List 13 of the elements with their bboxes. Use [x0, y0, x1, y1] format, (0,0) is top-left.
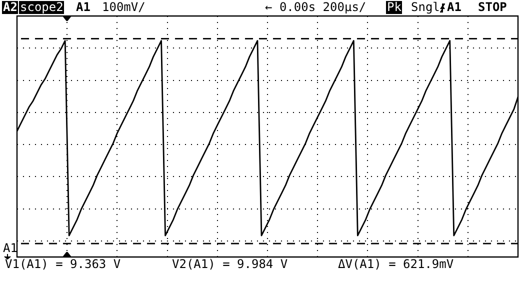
text: A1	[76, 0, 90, 14]
annotation: A1	[3, 241, 18, 255]
text: Pk	[386, 0, 402, 14]
text: STOP	[478, 0, 507, 14]
text: 100mV/	[102, 0, 146, 14]
text: ΔV(A1) = 621.9mV	[338, 257, 454, 271]
text: V2(A1) = 9.984 V	[172, 257, 288, 271]
text: A1	[447, 0, 462, 14]
text: scope2	[19, 0, 64, 14]
text: Sngl	[411, 0, 440, 14]
text: ← 0.00s 200µs/	[265, 0, 366, 14]
text: V1(A1) = 9.363 V	[5, 257, 121, 271]
text: A2	[2, 0, 18, 14]
